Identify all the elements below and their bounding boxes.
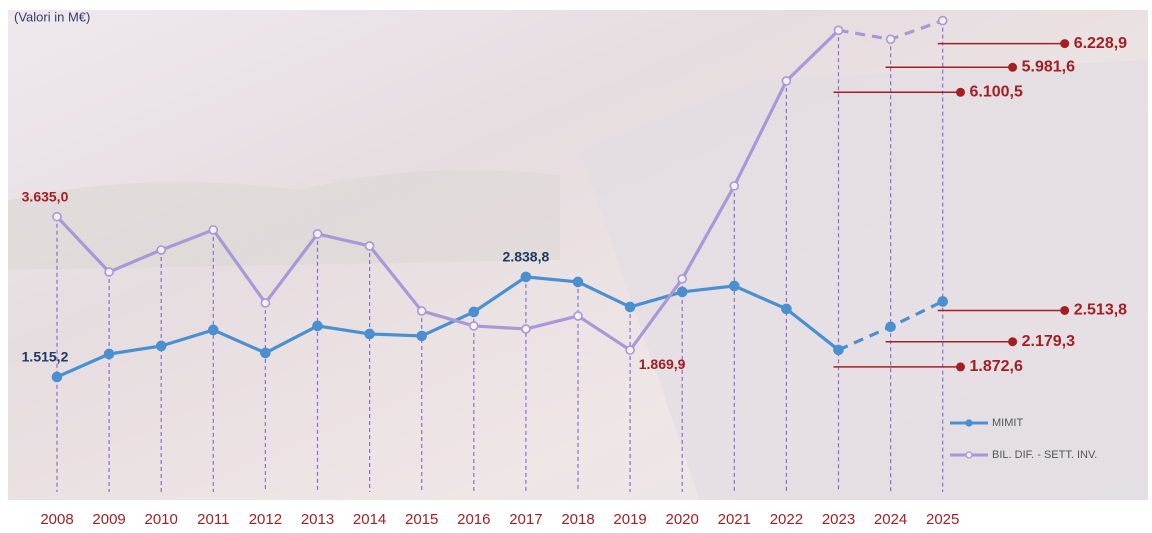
x-tick-label: 2018 xyxy=(561,511,594,528)
data-point xyxy=(676,286,688,298)
data-point xyxy=(51,371,63,383)
x-tick-label: 2023 xyxy=(822,511,855,528)
data-point xyxy=(885,321,896,333)
data-point xyxy=(572,276,584,288)
data-point xyxy=(156,245,166,255)
data-point xyxy=(52,211,62,222)
data-point xyxy=(312,320,323,332)
data-point xyxy=(416,330,428,342)
value-label: 1.872,6 xyxy=(970,358,1023,375)
data-point xyxy=(260,347,271,359)
x-tick-label: 2021 xyxy=(718,511,751,528)
data-point xyxy=(573,311,583,321)
data-point xyxy=(728,280,740,292)
data-point xyxy=(833,25,844,36)
data-point xyxy=(260,298,271,308)
x-tick-label: 2024 xyxy=(874,511,907,528)
value-label: 6.100,5 xyxy=(970,84,1023,101)
legend-label: MIMIT xyxy=(992,417,1023,429)
series-line xyxy=(56,275,840,379)
data-point xyxy=(520,271,532,283)
background-vehicle xyxy=(580,60,1148,500)
data-point xyxy=(677,274,688,284)
data-point xyxy=(885,34,896,45)
x-tick-label: 2015 xyxy=(405,511,438,528)
data-point xyxy=(781,76,792,86)
value-label: 1.515,2 xyxy=(22,349,69,365)
x-tick-label: 2009 xyxy=(92,511,125,528)
data-point xyxy=(103,348,115,360)
data-point xyxy=(937,15,948,26)
callout-dot xyxy=(1060,39,1070,49)
background-hill xyxy=(8,170,560,270)
x-tick-label: 2010 xyxy=(145,511,178,528)
subtitle: (Valori in M€) xyxy=(14,9,90,24)
x-tick-label: 2025 xyxy=(926,511,959,528)
data-point xyxy=(468,321,479,331)
data-point xyxy=(937,296,949,307)
x-tick-label: 2016 xyxy=(457,511,490,528)
data-point xyxy=(208,324,219,336)
x-tick-label: 2014 xyxy=(353,511,386,528)
data-point xyxy=(521,324,531,334)
legend-label: BIL. DIF. - SETT. INV. xyxy=(992,449,1097,461)
callout-dot xyxy=(956,87,965,97)
x-tick-label: 2019 xyxy=(613,511,646,528)
callout-dot xyxy=(956,362,965,372)
x-tick-label: 2020 xyxy=(666,511,699,528)
value-label: 2.179,3 xyxy=(1022,333,1075,350)
data-point xyxy=(364,328,375,340)
value-label: 6.228,9 xyxy=(1074,35,1127,52)
data-point xyxy=(155,340,167,352)
data-point xyxy=(208,225,219,235)
x-tick-label: 2012 xyxy=(249,511,282,528)
series-line xyxy=(55,29,840,353)
x-tick-label: 2017 xyxy=(509,511,542,528)
data-point xyxy=(781,303,792,315)
callout-dot xyxy=(1008,62,1018,72)
data-point xyxy=(104,267,114,277)
data-point xyxy=(468,306,480,318)
data-point xyxy=(416,306,427,316)
legend-marker xyxy=(965,419,973,427)
data-point xyxy=(729,181,740,191)
value-label: 2.513,8 xyxy=(1074,302,1127,319)
x-tick-label: 2022 xyxy=(770,511,803,528)
value-label: 1.869,9 xyxy=(639,356,686,372)
data-point xyxy=(624,301,636,313)
value-label: 5.981,6 xyxy=(1022,59,1075,76)
data-point xyxy=(364,241,375,251)
x-tick-label: 2013 xyxy=(301,511,334,528)
data-point xyxy=(312,229,323,239)
value-label: 3.635,0 xyxy=(22,188,69,204)
value-label: 2.838,8 xyxy=(503,249,550,265)
data-point xyxy=(833,344,844,356)
callout-dot xyxy=(1060,305,1070,315)
x-tick-label: 2011 xyxy=(197,511,229,528)
legend-marker xyxy=(965,451,973,459)
callout-dot xyxy=(1008,337,1018,347)
x-tick-label: 2008 xyxy=(40,511,73,528)
data-point xyxy=(625,345,635,355)
